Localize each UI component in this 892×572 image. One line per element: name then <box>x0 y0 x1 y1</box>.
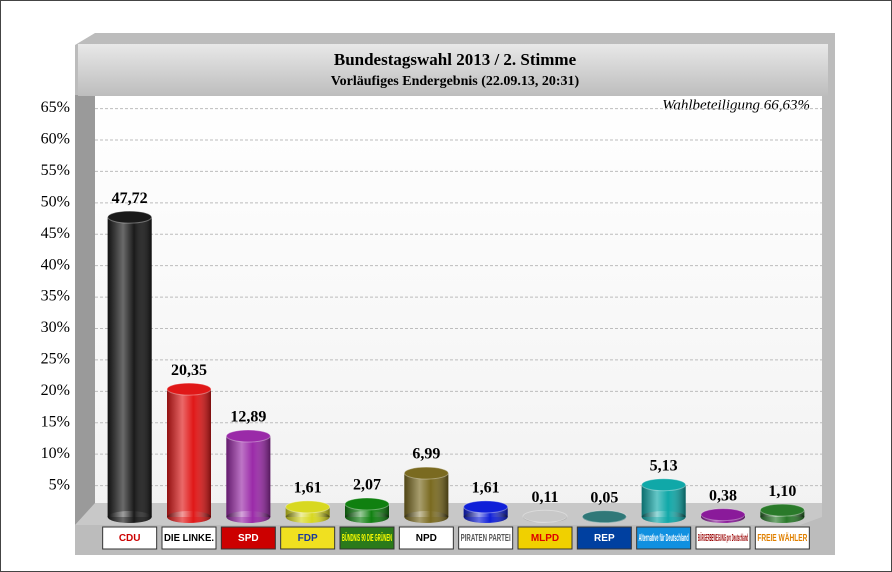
y-tick-label: 5% <box>49 476 70 493</box>
logo-box <box>695 526 751 550</box>
logo-box <box>636 526 692 550</box>
logo-box <box>458 526 514 550</box>
plot-wall <box>95 96 822 517</box>
chart-subtitle: Vorläufiges Endergebnis (22.09.13, 20:31… <box>331 74 580 89</box>
y-tick-label: 30% <box>41 319 70 336</box>
logo-box <box>102 526 158 550</box>
x-tick-label: Alternative für Deutschland <box>639 533 689 544</box>
x-tick-label: NPD <box>416 533 437 544</box>
value-label: 0,38 <box>709 487 737 504</box>
bar-top <box>641 478 687 492</box>
value-label: 20,35 <box>171 362 207 379</box>
value-label: 12,89 <box>230 409 266 426</box>
bar-shade <box>404 473 449 517</box>
bar-top <box>107 210 153 224</box>
logo-box <box>220 526 276 550</box>
bar-top <box>759 503 805 517</box>
value-label: 47,72 <box>112 190 148 207</box>
x-tick-label: BÜNDNIS 90 DIE GRÜNEN <box>342 531 392 544</box>
y-tick-label: 25% <box>41 351 70 368</box>
bar-top <box>344 497 390 511</box>
y-tick-label: 10% <box>41 445 70 462</box>
bar-base-shade <box>226 511 271 523</box>
y-tick-label: 65% <box>41 99 70 116</box>
logo-box <box>576 526 632 550</box>
value-label: 1,61 <box>472 480 500 497</box>
bar-shade <box>167 389 211 517</box>
bar-shade <box>226 436 271 517</box>
x-tick-label: MLPD <box>531 533 559 544</box>
x-tick-label: FREIE WÄHLER <box>757 531 808 544</box>
y-tick-label: 55% <box>41 162 70 179</box>
logo-box <box>280 526 336 550</box>
x-tick-label: PIRATEN PARTEI <box>461 533 511 544</box>
value-label: 6,99 <box>412 446 440 463</box>
y-tick-label: 20% <box>41 382 70 399</box>
logo-box <box>517 526 573 550</box>
x-tick-label: SPD <box>238 533 259 544</box>
value-label: 0,05 <box>590 489 618 506</box>
bar-top <box>225 429 271 443</box>
x-tick-label: FDP <box>298 533 318 544</box>
bar-top <box>166 382 212 396</box>
bar-base-shade <box>641 511 686 523</box>
annotation: Wahlbeteiligung 66,63% <box>662 97 810 113</box>
value-label: 5,13 <box>650 457 678 474</box>
logo-box <box>161 526 217 550</box>
y-tick-label: 35% <box>41 288 70 305</box>
bar-base-shade <box>167 511 211 523</box>
side-wall <box>75 95 95 525</box>
logo-box <box>398 526 454 550</box>
bar-base-shade <box>404 511 449 523</box>
x-tick-label: BÜRGERBEWEGUNG pro Deutschland <box>698 531 748 544</box>
bar-base-shade <box>463 511 508 523</box>
logo-box <box>754 526 810 550</box>
logo-box <box>339 526 395 550</box>
bar-top <box>581 510 627 524</box>
y-tick-label: 50% <box>41 193 70 210</box>
bar-top <box>700 508 746 522</box>
bar-base-shade <box>285 511 330 523</box>
value-label: 0,11 <box>531 489 558 506</box>
chart-title: Bundestagswahl 2013 / 2. Stimme <box>334 50 577 69</box>
bar-top <box>463 500 509 514</box>
bar-base-shade <box>345 511 389 523</box>
y-tick-label: 60% <box>41 131 70 148</box>
x-tick-label: CDU <box>119 533 141 544</box>
bar-top <box>522 509 568 523</box>
x-tick-label: REP <box>594 533 615 544</box>
bar-base-shade <box>107 511 152 523</box>
bar-shade <box>107 217 152 517</box>
y-tick-label: 45% <box>41 225 70 242</box>
bar-top <box>403 466 449 480</box>
y-tick-label: 40% <box>41 256 70 273</box>
value-label: 2,07 <box>353 477 381 494</box>
title-box <box>78 44 828 96</box>
bar-top <box>285 500 331 514</box>
value-label: 1,10 <box>768 483 796 500</box>
y-tick-label: 15% <box>41 413 70 430</box>
x-tick-label: DIE LINKE. <box>164 533 214 544</box>
value-label: 1,61 <box>294 480 322 497</box>
